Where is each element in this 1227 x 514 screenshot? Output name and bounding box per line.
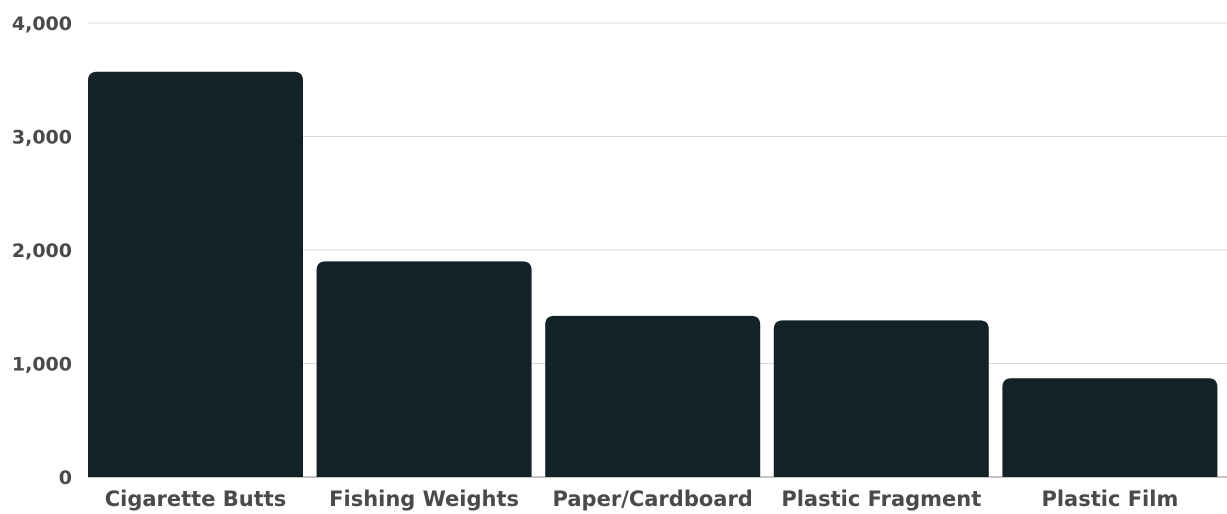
- y-tick-label: 1,000: [12, 354, 72, 376]
- y-tick-label: 2,000: [12, 240, 72, 262]
- x-category-label: Cigarette Butts: [105, 487, 287, 511]
- x-axis-category-labels: Cigarette Butts Fishing Weights Paper/Card…: [105, 487, 1179, 511]
- bar: [1002, 378, 1218, 477]
- y-axis-tick-labels: 0 1,000 2,000 3,000 4,000: [12, 13, 72, 489]
- x-category-label: Plastic Fragment: [781, 487, 981, 511]
- x-category-label: Paper/Cardboard: [553, 487, 753, 511]
- x-category-label: Plastic Film: [1041, 487, 1178, 511]
- bar: [773, 320, 989, 477]
- y-tick-label: 0: [59, 467, 72, 489]
- y-tick-label: 4,000: [12, 13, 72, 35]
- x-category-label: Fishing Weights: [329, 487, 519, 511]
- bar: [88, 71, 303, 478]
- bar: [545, 315, 761, 477]
- bar: [316, 261, 532, 477]
- bars: [88, 71, 1218, 478]
- y-tick-label: 3,000: [12, 127, 72, 149]
